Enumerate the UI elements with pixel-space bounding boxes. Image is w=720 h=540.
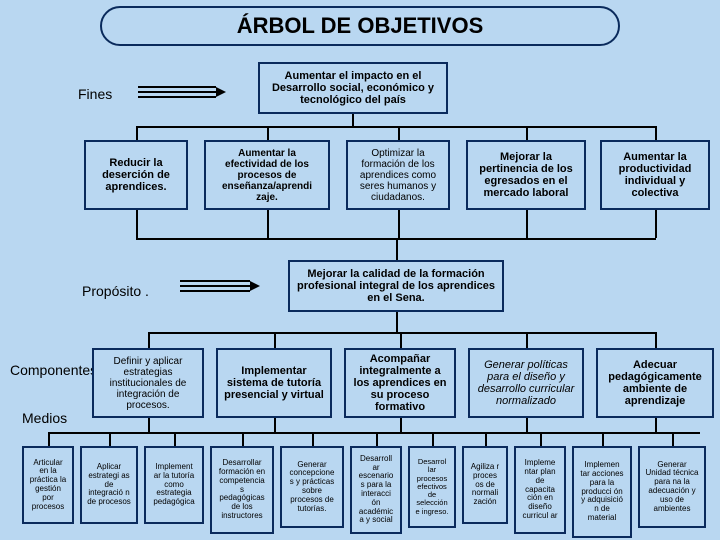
connector (352, 114, 354, 126)
row4-box-0: Definir y aplicar estrategias institucio… (92, 348, 204, 418)
connector (602, 432, 604, 446)
connector (242, 432, 244, 446)
connector (148, 332, 150, 348)
connector (526, 418, 528, 432)
row5-box-3: Desarrollar formación en competencia s p… (210, 446, 274, 534)
row4-box-2: Acompañar integralmente a los aprendices… (344, 348, 456, 418)
connector (655, 332, 657, 348)
connector (526, 332, 528, 348)
connector (136, 126, 656, 128)
top-node: Aumentar el impacto en el Desarrollo soc… (258, 62, 448, 114)
connector (274, 418, 276, 432)
connector (655, 210, 657, 238)
connector (274, 332, 276, 348)
row5-box-4: Generar concepcione s y prácticas sobre … (280, 446, 344, 528)
connector (148, 332, 656, 334)
connector (398, 126, 400, 140)
connector (432, 432, 434, 446)
connector (136, 210, 138, 238)
row5-box-5: Desarroll ar escenario s para la interac… (350, 446, 402, 534)
connector (109, 432, 111, 446)
connector (672, 432, 674, 446)
row5-box-1: Aplicar estrategi as de integració n de … (80, 446, 138, 524)
connector (267, 126, 269, 140)
connector (398, 210, 400, 238)
row2-box-0: Reducir la deserción de aprendices. (84, 140, 188, 210)
purpose-box: Mejorar la calidad de la formación profe… (288, 260, 504, 312)
connector (540, 432, 542, 446)
connector (526, 126, 528, 140)
row2-box-2: Optimizar la formación de los aprendices… (346, 140, 450, 210)
connector (136, 126, 138, 140)
row4-box-3: Generar políticas para el diseño y desar… (468, 348, 584, 418)
row2-box-1: Aumentar la efectividad de los procesos … (204, 140, 330, 210)
page-title: ÁRBOL DE OBJETIVOS (100, 6, 620, 46)
connector (396, 238, 398, 260)
connector (396, 312, 398, 332)
connector (655, 418, 657, 432)
connector (400, 332, 402, 348)
label-medios: Medios (22, 410, 67, 426)
connector (48, 432, 50, 446)
connector (400, 418, 402, 432)
row2-box-4: Aumentar la productividad individual y c… (600, 140, 710, 210)
row5-box-7: Agiliza r proces os de normali zación (462, 446, 508, 524)
label-componentes: Componentes (10, 362, 97, 378)
connector (655, 126, 657, 140)
label-proposito: Propósito . (82, 283, 149, 299)
row5-box-6: Desarrol lar procesos efectivos de selec… (408, 446, 456, 528)
row5-box-8: Impleme ntar plan de capacita ción en di… (514, 446, 566, 534)
connector (312, 432, 314, 446)
label-fines: Fines (78, 86, 112, 102)
connector (485, 432, 487, 446)
row5-box-0: Articular en la práctica la gestión por … (22, 446, 74, 524)
row5-box-9: Implemen tar acciones para la producci ó… (572, 446, 632, 538)
row5-box-10: Generar Unidad técnica para na la adecua… (638, 446, 706, 528)
row4-box-4: Adecuar pedagógicamente ambiente de apre… (596, 348, 714, 418)
connector (267, 210, 269, 238)
row5-box-2: Implement ar la tutoría como estrategia … (144, 446, 204, 524)
connector (376, 432, 378, 446)
connector (526, 210, 528, 238)
row2-box-3: Mejorar la pertinencia de los egresados … (466, 140, 586, 210)
connector (174, 432, 176, 446)
row4-box-1: Implementar sistema de tutoría presencia… (216, 348, 332, 418)
connector (148, 418, 150, 432)
